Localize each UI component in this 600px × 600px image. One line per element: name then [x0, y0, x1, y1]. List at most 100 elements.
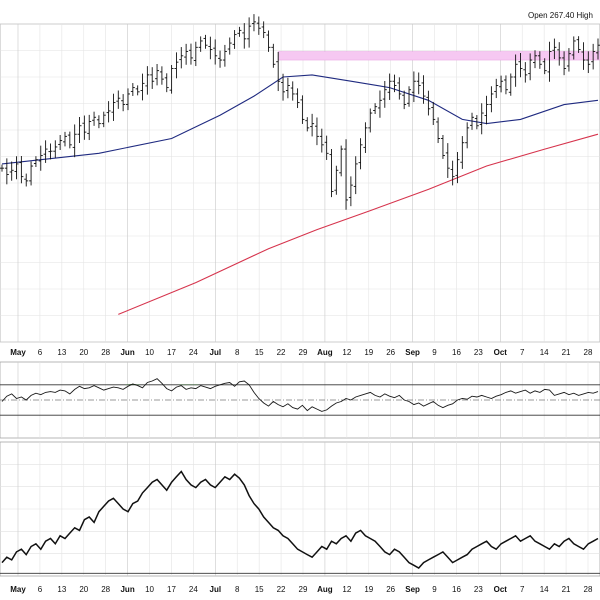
price-bar: [125, 88, 130, 111]
price-bar: [290, 81, 295, 101]
price-bar: [159, 66, 164, 85]
date-tick-label: 26: [386, 585, 395, 594]
date-tick-label: 29: [299, 348, 308, 357]
date-tick-label: 15: [255, 585, 264, 594]
date-tick-label: Aug: [317, 585, 333, 594]
price-bar: [281, 73, 286, 101]
date-tick-label: 28: [584, 348, 593, 357]
price-bar: [4, 158, 9, 185]
price-bar: [145, 66, 150, 95]
price-bar: [135, 85, 140, 96]
date-tick-label: 19: [364, 585, 373, 594]
date-tick-label: 21: [562, 585, 571, 594]
price-bar: [494, 78, 499, 99]
moving-average-lines: [1, 74, 599, 315]
price-bar: [339, 145, 344, 177]
price-bar: [111, 93, 116, 121]
price-bar: [397, 77, 402, 100]
price-bar: [455, 151, 460, 184]
price-bar: [242, 23, 247, 49]
price-bar: [82, 115, 87, 140]
price-bar: [518, 52, 523, 78]
price-bar: [533, 50, 538, 69]
price-bar: [324, 135, 329, 160]
date-tick-label: Jun: [120, 585, 134, 594]
price-bar: [232, 30, 237, 49]
price-bar: [450, 160, 455, 186]
price-bar: [53, 140, 58, 158]
price-bar: [436, 117, 441, 144]
price-bar: [101, 111, 106, 128]
price-bar: [164, 73, 169, 93]
date-tick-label: Aug: [317, 348, 333, 357]
date-tick-label: 6: [38, 348, 43, 357]
price-bar: [460, 136, 465, 169]
price-bar: [314, 117, 319, 146]
date-tick-label: 23: [474, 348, 483, 357]
moving-average-50: [1, 74, 599, 165]
price-bar: [363, 122, 368, 153]
price-bar: [24, 173, 29, 187]
date-tick-label: 29: [299, 585, 308, 594]
price-bar: [174, 52, 179, 79]
price-bar: [87, 114, 92, 141]
price-bar: [58, 135, 63, 151]
price-bar: [319, 128, 324, 153]
price-bar: [431, 101, 436, 125]
date-tick-label: 12: [342, 585, 351, 594]
price-bar: [213, 39, 218, 65]
resistance-band: [277, 51, 600, 61]
date-tick-label: 22: [277, 585, 286, 594]
price-bar: [416, 72, 421, 95]
price-bar: [552, 38, 557, 60]
price-bar: [334, 165, 339, 195]
date-tick-label: Jul: [210, 585, 222, 594]
date-tick-label: 20: [79, 348, 88, 357]
price-bar: [528, 53, 533, 81]
date-tick-label: 8: [235, 348, 240, 357]
price-bar: [19, 156, 24, 184]
price-bar: [387, 73, 392, 100]
resistance-zone: [277, 51, 600, 61]
date-tick-label: May: [10, 348, 26, 357]
price-bar: [407, 86, 412, 107]
date-axis-top: May 6 13 20 28 Jun 10 17 24 Jul 8 15 22 29 Aug 12 19 26 Se…: [10, 348, 593, 357]
date-tick-label: 8: [235, 585, 240, 594]
price-bar: [547, 41, 552, 82]
date-tick-label: Sep: [405, 585, 420, 594]
price-bar: [198, 36, 203, 52]
price-bar: [377, 90, 382, 118]
date-tick-label: 16: [452, 348, 461, 357]
date-tick-label: 7: [520, 348, 525, 357]
price-bar: [271, 43, 276, 68]
price-bar: [188, 43, 193, 65]
date-tick-label: 20: [79, 585, 88, 594]
price-bar: [247, 17, 252, 48]
price-bar: [368, 108, 373, 133]
price-bar: [586, 51, 591, 74]
date-tick-label: 10: [145, 348, 154, 357]
date-tick-label: 16: [452, 585, 461, 594]
price-bar: [130, 83, 135, 96]
price-bar: [92, 111, 97, 126]
indicator-2-line: [1, 470, 599, 569]
date-tick-label: 13: [57, 348, 66, 357]
price-bar: [411, 71, 416, 103]
price-bar: [484, 95, 489, 125]
price-bar: [285, 77, 290, 99]
price-bar: [465, 122, 470, 149]
date-tick-label: Jul: [210, 348, 222, 357]
header-info-text: Open 267.40 High: [528, 11, 593, 20]
price-bar: [557, 42, 562, 66]
date-tick-label: 6: [38, 585, 43, 594]
date-tick-label: 24: [189, 348, 198, 357]
date-tick-label: 21: [562, 348, 571, 357]
price-bar: [421, 75, 426, 104]
date-tick-label: 7: [520, 585, 525, 594]
indicator-1-levels: [0, 384, 600, 416]
moving-average-200: [118, 133, 599, 315]
date-tick-label: 28: [584, 585, 593, 594]
date-tick-label: 17: [167, 585, 176, 594]
date-tick-label: 28: [101, 348, 110, 357]
date-tick-label: 19: [364, 348, 373, 357]
